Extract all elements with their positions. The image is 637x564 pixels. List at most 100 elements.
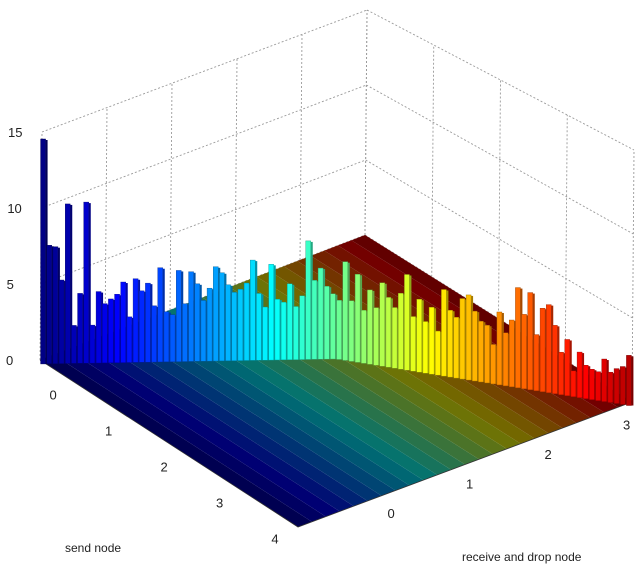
bar xyxy=(496,311,503,386)
bar xyxy=(182,303,188,362)
bar xyxy=(145,282,151,363)
bar xyxy=(40,138,46,365)
x-tick-label: 3 xyxy=(216,495,223,510)
wall-gridline xyxy=(234,58,238,286)
floor-strip xyxy=(94,333,368,507)
bar xyxy=(274,298,281,361)
bar xyxy=(490,344,496,385)
bar xyxy=(484,325,490,384)
bar xyxy=(478,321,484,383)
bar xyxy=(576,351,583,398)
bar xyxy=(311,280,318,360)
bar xyxy=(120,281,126,363)
bar xyxy=(52,246,59,364)
bar xyxy=(200,300,207,362)
floor-strip xyxy=(80,339,354,512)
bar xyxy=(348,300,355,362)
bar xyxy=(539,308,546,393)
bar xyxy=(391,307,398,369)
bar xyxy=(521,314,527,390)
bar xyxy=(219,272,225,362)
floor-strip xyxy=(67,344,340,517)
bar xyxy=(583,365,589,399)
bar xyxy=(465,294,472,381)
bar xyxy=(305,240,311,360)
bar xyxy=(453,317,459,379)
bar xyxy=(225,284,231,362)
bar xyxy=(527,292,533,391)
wall-gridline xyxy=(364,9,368,236)
floor-strip xyxy=(121,323,396,496)
bar xyxy=(416,299,422,373)
x-tick-label: 2 xyxy=(160,460,167,475)
z-gridline xyxy=(40,159,366,285)
bar xyxy=(533,334,540,392)
bar xyxy=(287,283,293,360)
bar xyxy=(114,294,120,363)
bar xyxy=(71,325,77,364)
bar-side xyxy=(631,356,634,406)
bar-side xyxy=(70,204,73,364)
wall-gridline xyxy=(564,114,568,361)
bar xyxy=(157,267,163,363)
bar xyxy=(280,301,287,361)
bar xyxy=(151,305,157,363)
bar xyxy=(108,298,114,364)
bar xyxy=(163,311,170,363)
z-tick-label: 5 xyxy=(7,277,14,292)
bar xyxy=(95,291,102,364)
bar xyxy=(268,264,274,361)
bar xyxy=(373,307,379,366)
bar xyxy=(558,351,564,395)
z-gridline xyxy=(41,9,368,133)
grid-layer xyxy=(39,9,635,403)
wall-gridline xyxy=(431,44,435,277)
bar xyxy=(262,306,268,361)
bar xyxy=(428,307,435,375)
z-gridline xyxy=(366,84,634,235)
x-tick-label: 4 xyxy=(271,531,278,546)
bar xyxy=(126,316,133,363)
bar xyxy=(367,289,373,365)
x-tick-label: 1 xyxy=(105,424,112,439)
bar xyxy=(595,371,601,401)
bar xyxy=(243,282,250,361)
x-tick-label: 0 xyxy=(50,388,57,403)
bar xyxy=(317,267,324,360)
bar xyxy=(361,310,367,364)
floor-strip xyxy=(107,328,382,501)
bar xyxy=(89,324,96,364)
z-gridline xyxy=(41,84,367,209)
bar xyxy=(139,290,145,363)
bar xyxy=(342,261,348,361)
bar xyxy=(515,287,521,389)
wall-gridline xyxy=(104,107,108,336)
z-tick-label: 0 xyxy=(6,353,13,368)
bar xyxy=(613,368,620,404)
bar xyxy=(83,201,89,364)
bar xyxy=(459,298,466,380)
bar xyxy=(237,288,244,361)
bar xyxy=(422,321,429,374)
bar xyxy=(404,274,410,371)
bar xyxy=(509,319,515,388)
bar-layer xyxy=(40,138,634,406)
floor-strip xyxy=(53,349,326,522)
bar xyxy=(194,283,200,362)
bar xyxy=(589,369,595,400)
bar xyxy=(169,314,176,362)
bar xyxy=(102,303,108,364)
bar xyxy=(213,266,219,362)
bar xyxy=(188,271,194,362)
bar xyxy=(293,306,299,360)
bar xyxy=(324,285,330,360)
bar xyxy=(132,278,139,363)
bar xyxy=(435,330,441,376)
bar xyxy=(299,295,305,360)
bar xyxy=(256,293,262,361)
bar xyxy=(385,297,392,368)
bar xyxy=(206,287,213,362)
y-tick-label: 0 xyxy=(388,506,395,521)
bar xyxy=(410,316,416,372)
